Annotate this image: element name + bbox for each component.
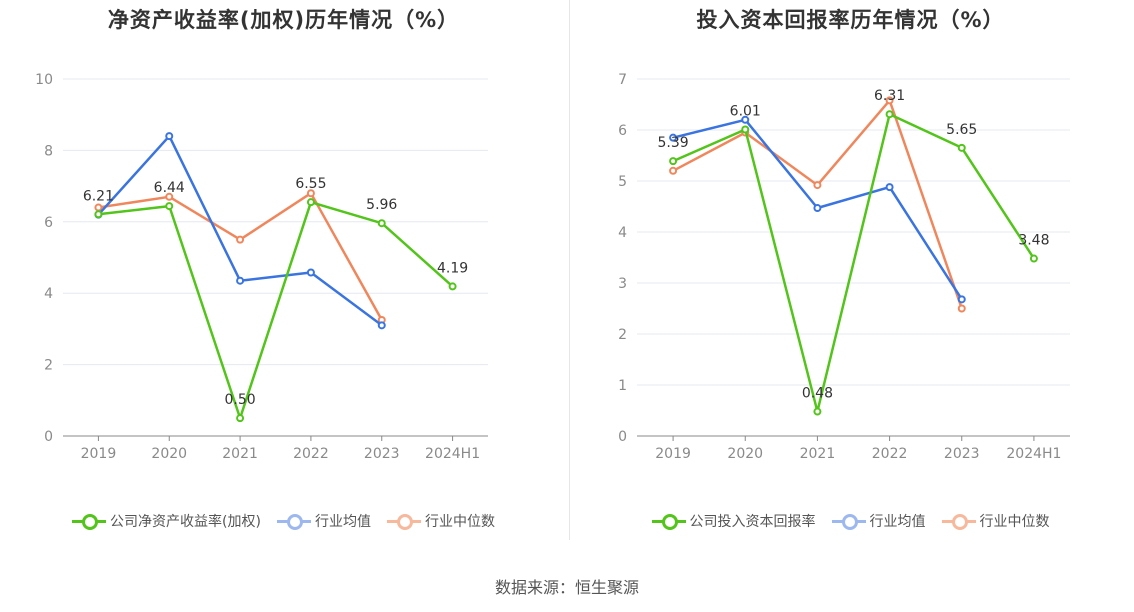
data-point-avg[interactable] (306, 268, 315, 277)
data-point-company[interactable] (957, 143, 966, 152)
y-tick-label: 0 (44, 429, 53, 445)
data-point-company[interactable] (236, 414, 245, 423)
data-label: 0.50 (224, 392, 255, 408)
data-point-avg[interactable] (885, 183, 894, 192)
data-label: 6.01 (730, 103, 761, 119)
data-label: 5.96 (366, 197, 397, 213)
x-tick-label: 2023 (364, 446, 400, 462)
panel-divider (569, 0, 570, 540)
series-line-company (98, 200, 454, 420)
x-tick-label: 2023 (944, 446, 980, 462)
y-tick-label: 4 (618, 225, 627, 241)
y-tick-label: 6 (618, 123, 627, 139)
data-label: 5.65 (946, 122, 977, 138)
y-tick-label: 3 (618, 276, 627, 292)
y-tick-label: 6 (44, 215, 53, 231)
y-tick-label: 5 (618, 174, 627, 190)
line-chart-roic: 0 1 2 3 4 5 6 7 2019 2020 2021 2022 2023 2024H1 5.39 6.… (618, 72, 1070, 462)
data-point-avg[interactable] (669, 133, 678, 142)
legend-label: 公司投入资本回报率 (689, 514, 816, 530)
data-point-avg[interactable] (741, 115, 750, 124)
data-point-avg[interactable] (165, 132, 174, 141)
data-point-median[interactable] (165, 192, 174, 201)
x-tick-label: 2020 (727, 446, 763, 462)
legend-label: 公司净资产收益率(加权) (110, 514, 261, 530)
legend-item-company[interactable]: 公司净资产收益率(加权) (72, 511, 261, 531)
data-point-company[interactable] (669, 157, 678, 166)
legend-swatch-median-icon (386, 513, 421, 530)
legend-item-median[interactable]: 行业中位数 (941, 511, 1050, 531)
data-point-company[interactable] (377, 219, 386, 228)
x-tick-label: 2024H1 (425, 446, 480, 462)
data-point-median[interactable] (957, 304, 966, 313)
y-tick-label: 4 (44, 286, 53, 302)
legend-item-avg[interactable]: 行业均值 (276, 511, 371, 531)
data-point-median[interactable] (94, 203, 103, 212)
data-label: 3.48 (1018, 233, 1049, 249)
chart-panel-roe: 净资产收益率(加权)历年情况（%） 0 2 4 6 8 10 2019 2020 2021 202… (0, 0, 567, 560)
x-tick-label: 2020 (151, 446, 187, 462)
legend: 公司投入资本回报率 行业均值 行业中位数 (567, 511, 1134, 531)
data-label: 4.19 (437, 260, 468, 276)
data-point-company[interactable] (448, 282, 457, 291)
data-point-avg[interactable] (377, 321, 386, 330)
data-point-company[interactable] (813, 407, 822, 416)
series-line-company (672, 112, 1035, 413)
data-point-avg[interactable] (236, 276, 245, 285)
data-point-avg[interactable] (957, 295, 966, 304)
data-point-avg[interactable] (813, 204, 822, 213)
x-tick-label: 2021 (222, 446, 258, 462)
x-tick-label: 2024H1 (1006, 446, 1061, 462)
x-tick-label: 2019 (81, 446, 117, 462)
y-tick-label: 2 (618, 327, 627, 343)
series-line-avg (97, 134, 383, 327)
data-point-median[interactable] (236, 235, 245, 244)
y-tick-label: 7 (618, 72, 627, 88)
data-label: 6.44 (154, 180, 185, 196)
x-tick-label: 2022 (293, 446, 329, 462)
y-tick-label: 8 (44, 143, 53, 159)
data-point-median[interactable] (813, 181, 822, 190)
legend-label: 行业中位数 (979, 514, 1050, 530)
data-label: 6.31 (874, 88, 905, 104)
data-point-median[interactable] (306, 189, 315, 198)
legend-swatch-avg-icon (831, 513, 866, 530)
legend-swatch-company-icon (72, 513, 107, 530)
chart-title: 投入资本回报率历年情况（%） (696, 8, 1005, 32)
x-tick-label: 2021 (800, 446, 836, 462)
data-point-company[interactable] (741, 125, 750, 134)
data-point-company[interactable] (306, 198, 315, 207)
data-point-company[interactable] (94, 210, 103, 219)
data-point-company[interactable] (165, 202, 174, 211)
legend-item-avg[interactable]: 行业均值 (831, 511, 926, 531)
x-tick-label: 2019 (655, 446, 691, 462)
data-source-note: 数据来源：恒生聚源 (494, 578, 639, 597)
data-point-company[interactable] (885, 110, 894, 119)
data-label: 0.48 (802, 386, 833, 402)
y-tick-label: 10 (35, 72, 53, 88)
legend-item-median[interactable]: 行业中位数 (386, 511, 495, 531)
chart-panel-roic: 投入资本回报率历年情况（%） 0 1 2 3 4 5 6 7 2019 2020 2021 2022 2… (567, 0, 1134, 560)
y-tick-label: 2 (44, 358, 53, 374)
legend-swatch-company-icon (651, 513, 686, 530)
y-tick-label: 1 (618, 378, 627, 394)
data-point-median[interactable] (885, 96, 894, 105)
legend-label: 行业均值 (314, 514, 371, 530)
data-point-company[interactable] (1029, 254, 1038, 263)
legend-swatch-median-icon (941, 513, 976, 530)
series-line-median (98, 191, 383, 321)
data-label: 6.55 (295, 176, 326, 192)
chart-title: 净资产收益率(加权)历年情况（%） (107, 8, 460, 32)
legend-label: 行业中位数 (424, 514, 495, 530)
legend-item-company[interactable]: 公司投入资本回报率 (651, 511, 816, 531)
line-chart-roe: 0 2 4 6 8 10 2019 2020 2021 2022 2023 2024H1 6.21 6.4… (35, 72, 488, 462)
data-label: 5.39 (657, 135, 688, 151)
x-tick-label: 2022 (872, 446, 908, 462)
data-point-median[interactable] (669, 166, 678, 175)
legend-swatch-avg-icon (276, 513, 311, 530)
data-label: 6.21 (83, 188, 114, 204)
legend: 公司净资产收益率(加权) 行业均值 行业中位数 (0, 511, 567, 531)
y-tick-label: 0 (618, 429, 627, 445)
legend-label: 行业均值 (869, 514, 926, 530)
